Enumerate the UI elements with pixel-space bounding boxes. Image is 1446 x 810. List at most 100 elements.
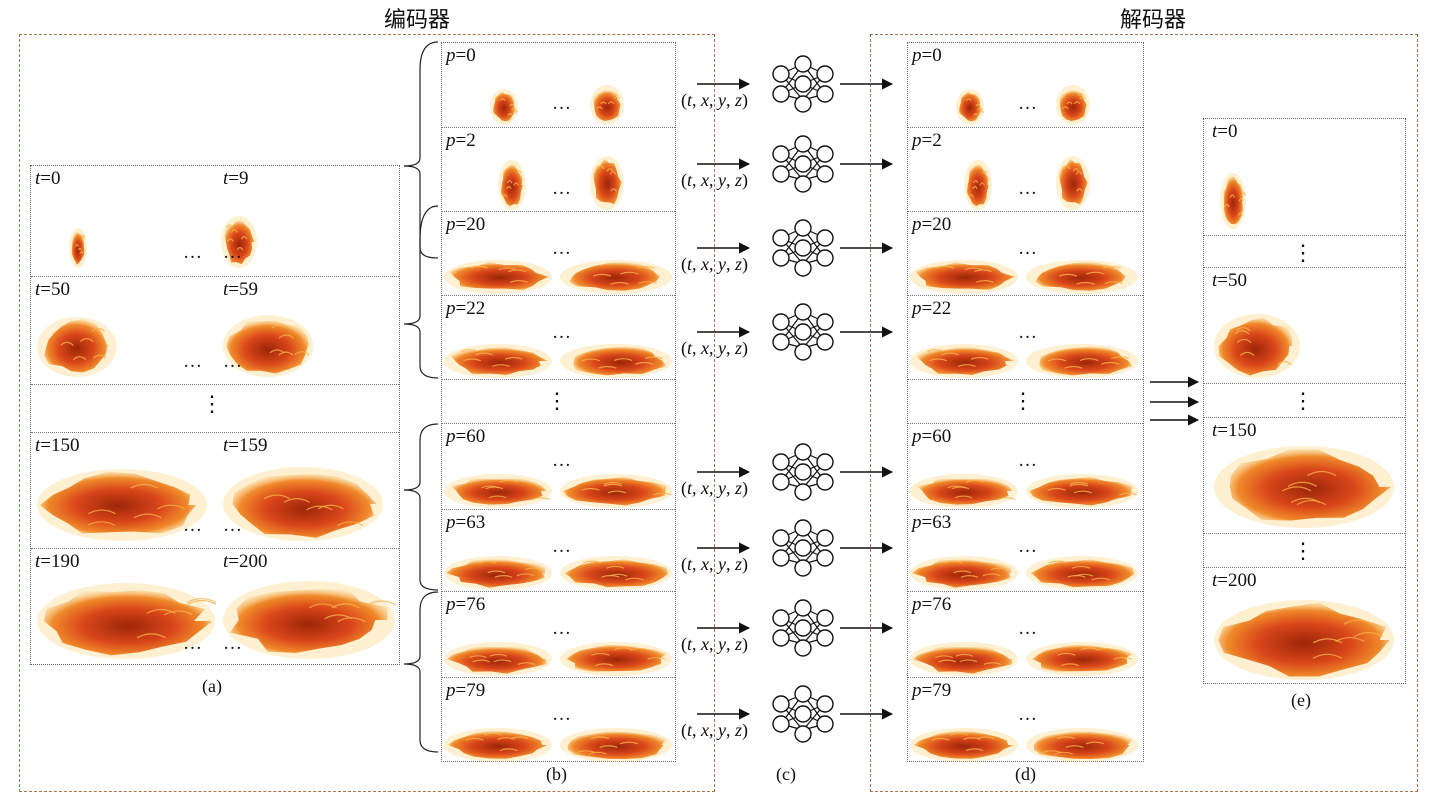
frame-label: p=2 (912, 130, 942, 151)
ellipsis-horizontal: … (1018, 322, 1037, 343)
coordinate-input-label: (t, x, y, z) (681, 720, 749, 740)
ellipsis-horizontal: … (1018, 93, 1037, 114)
fire-slice-image (590, 156, 624, 210)
arrow-right-icon (840, 326, 894, 338)
arrow-right-icon (697, 708, 751, 720)
ellipsis-row: ⋮ (442, 379, 675, 423)
frame-label: p=76 (446, 594, 486, 615)
encoder-box (19, 34, 715, 792)
decoder-title: 解码器 (1120, 8, 1187, 33)
slice-row: p=2 … (442, 127, 675, 211)
ellipsis-horizontal: … (552, 178, 571, 199)
panel-a-row: t=50 t=59…… (31, 276, 399, 384)
frame-label: t=200 (223, 551, 268, 572)
coordinate-input-label: (t, x, y, z) (681, 554, 749, 574)
ellipsis-horizontal: … (552, 93, 571, 114)
fire-slice-image (910, 260, 1018, 294)
coordinate-input-label: (t, x, y, z) (681, 634, 749, 654)
ellipsis-horizontal: … (552, 536, 571, 557)
panel-b: p=0… p=2… p=20… p=22… ⋮ p=60… p=63… p=76… p=79… (441, 42, 676, 762)
fire-slice-image (498, 160, 526, 210)
brace-icon (403, 591, 439, 753)
fire-slice-image (560, 642, 672, 676)
panel-d: p=0… p=2… p=20… p=22… ⋮ p=60… p=63… p=76… p=79… (907, 42, 1144, 762)
arrow-right-icon (840, 542, 894, 554)
coordinate-input-label: (t, x, y, z) (681, 254, 749, 274)
slice-row: p=60… (442, 423, 675, 509)
frame-label: p=22 (446, 298, 486, 319)
arrow-right-icon (840, 622, 894, 634)
frame-label: t=150 (35, 435, 80, 456)
brace-icon (403, 423, 439, 591)
frame-label: p=76 (912, 594, 952, 615)
frame-label: t=59 (223, 279, 258, 300)
ellipsis-horizontal: … (1018, 536, 1037, 557)
slice-row: p=0… (908, 43, 1143, 127)
arrow-right-icon (697, 326, 751, 338)
brace-icon (403, 41, 439, 259)
brace-group (403, 41, 439, 753)
caption-b: (b) (546, 764, 567, 784)
fire-slice-image (444, 474, 552, 508)
fire-frame-image (1214, 446, 1394, 528)
fire-slice-image (910, 728, 1018, 762)
fire-slice-image (590, 85, 624, 125)
frame-label: p=79 (446, 680, 486, 701)
ellipsis-horizontal: … (552, 238, 571, 259)
ellipsis-horizontal: … (183, 351, 202, 372)
ellipsis-horizontal: … (223, 515, 242, 536)
ellipsis-vertical: ⋮ (201, 391, 223, 416)
fire-slice-image (444, 556, 552, 590)
neural-network-icon (772, 685, 834, 743)
neural-network-icon (772, 599, 834, 657)
frame-label: p=63 (446, 512, 486, 533)
neural-network-icon (772, 135, 834, 193)
slice-row: p=76… (908, 591, 1143, 677)
ellipsis-horizontal: … (1018, 704, 1037, 725)
ellipsis-horizontal: … (183, 633, 202, 654)
ellipsis-horizontal: … (223, 351, 242, 372)
fire-frame-image (1220, 173, 1247, 229)
ellipsis-horizontal: … (1018, 178, 1037, 199)
frame-label: p=2 (446, 130, 476, 151)
ellipsis-horizontal: … (552, 618, 571, 639)
fused-frame-row: t=200 (1204, 567, 1405, 685)
coordinate-input-label: (t, x, y, z) (681, 478, 749, 498)
panel-a: t=0 t=9…… t=50 t=59…… ⋮ t=150 t=159…… t=190 t=20… (30, 165, 400, 665)
fire-frame-image (1214, 314, 1300, 378)
fire-slice-image (1026, 556, 1138, 590)
encoder-title: 编码器 (384, 8, 451, 33)
arrow-right-icon (840, 466, 894, 478)
fire-slice-image (560, 474, 672, 508)
frame-label: p=60 (446, 426, 486, 447)
decoder-box (870, 34, 1418, 792)
fire-slice-image (444, 344, 552, 378)
slice-row: p=79… (908, 677, 1143, 763)
slice-row: p=79… (442, 677, 675, 763)
fire-frame-image (37, 583, 217, 659)
arrow-right-icon (840, 242, 894, 254)
fire-slice-image (560, 260, 672, 294)
frame-label: t=190 (35, 551, 80, 572)
fire-slice-image (560, 344, 672, 378)
ellipsis-vertical: ⋮ (1292, 388, 1314, 413)
coordinate-input-label: (t, x, y, z) (681, 170, 749, 190)
fire-slice-image (1026, 474, 1138, 508)
fire-slice-image (1026, 728, 1138, 762)
ellipsis-horizontal: … (183, 242, 202, 263)
fire-slice-image (444, 728, 552, 762)
arrow-right-icon (697, 542, 751, 554)
merge-arrows (1150, 376, 1200, 426)
frame-label: t=0 (35, 168, 61, 189)
frame-label: t=50 (1212, 270, 1247, 291)
fire-slice-image (910, 474, 1018, 508)
fire-slice-image (444, 260, 552, 294)
neural-network-icon (772, 443, 834, 501)
panel-a-row: t=190 t=200…… (31, 548, 399, 666)
neural-network-icon (772, 55, 834, 113)
arrow-right-icon (697, 466, 751, 478)
frame-label: p=20 (446, 214, 486, 235)
ellipsis-row: ⋮ (1204, 235, 1405, 267)
caption-e: (e) (1291, 690, 1311, 710)
fire-slice-image (910, 556, 1018, 590)
